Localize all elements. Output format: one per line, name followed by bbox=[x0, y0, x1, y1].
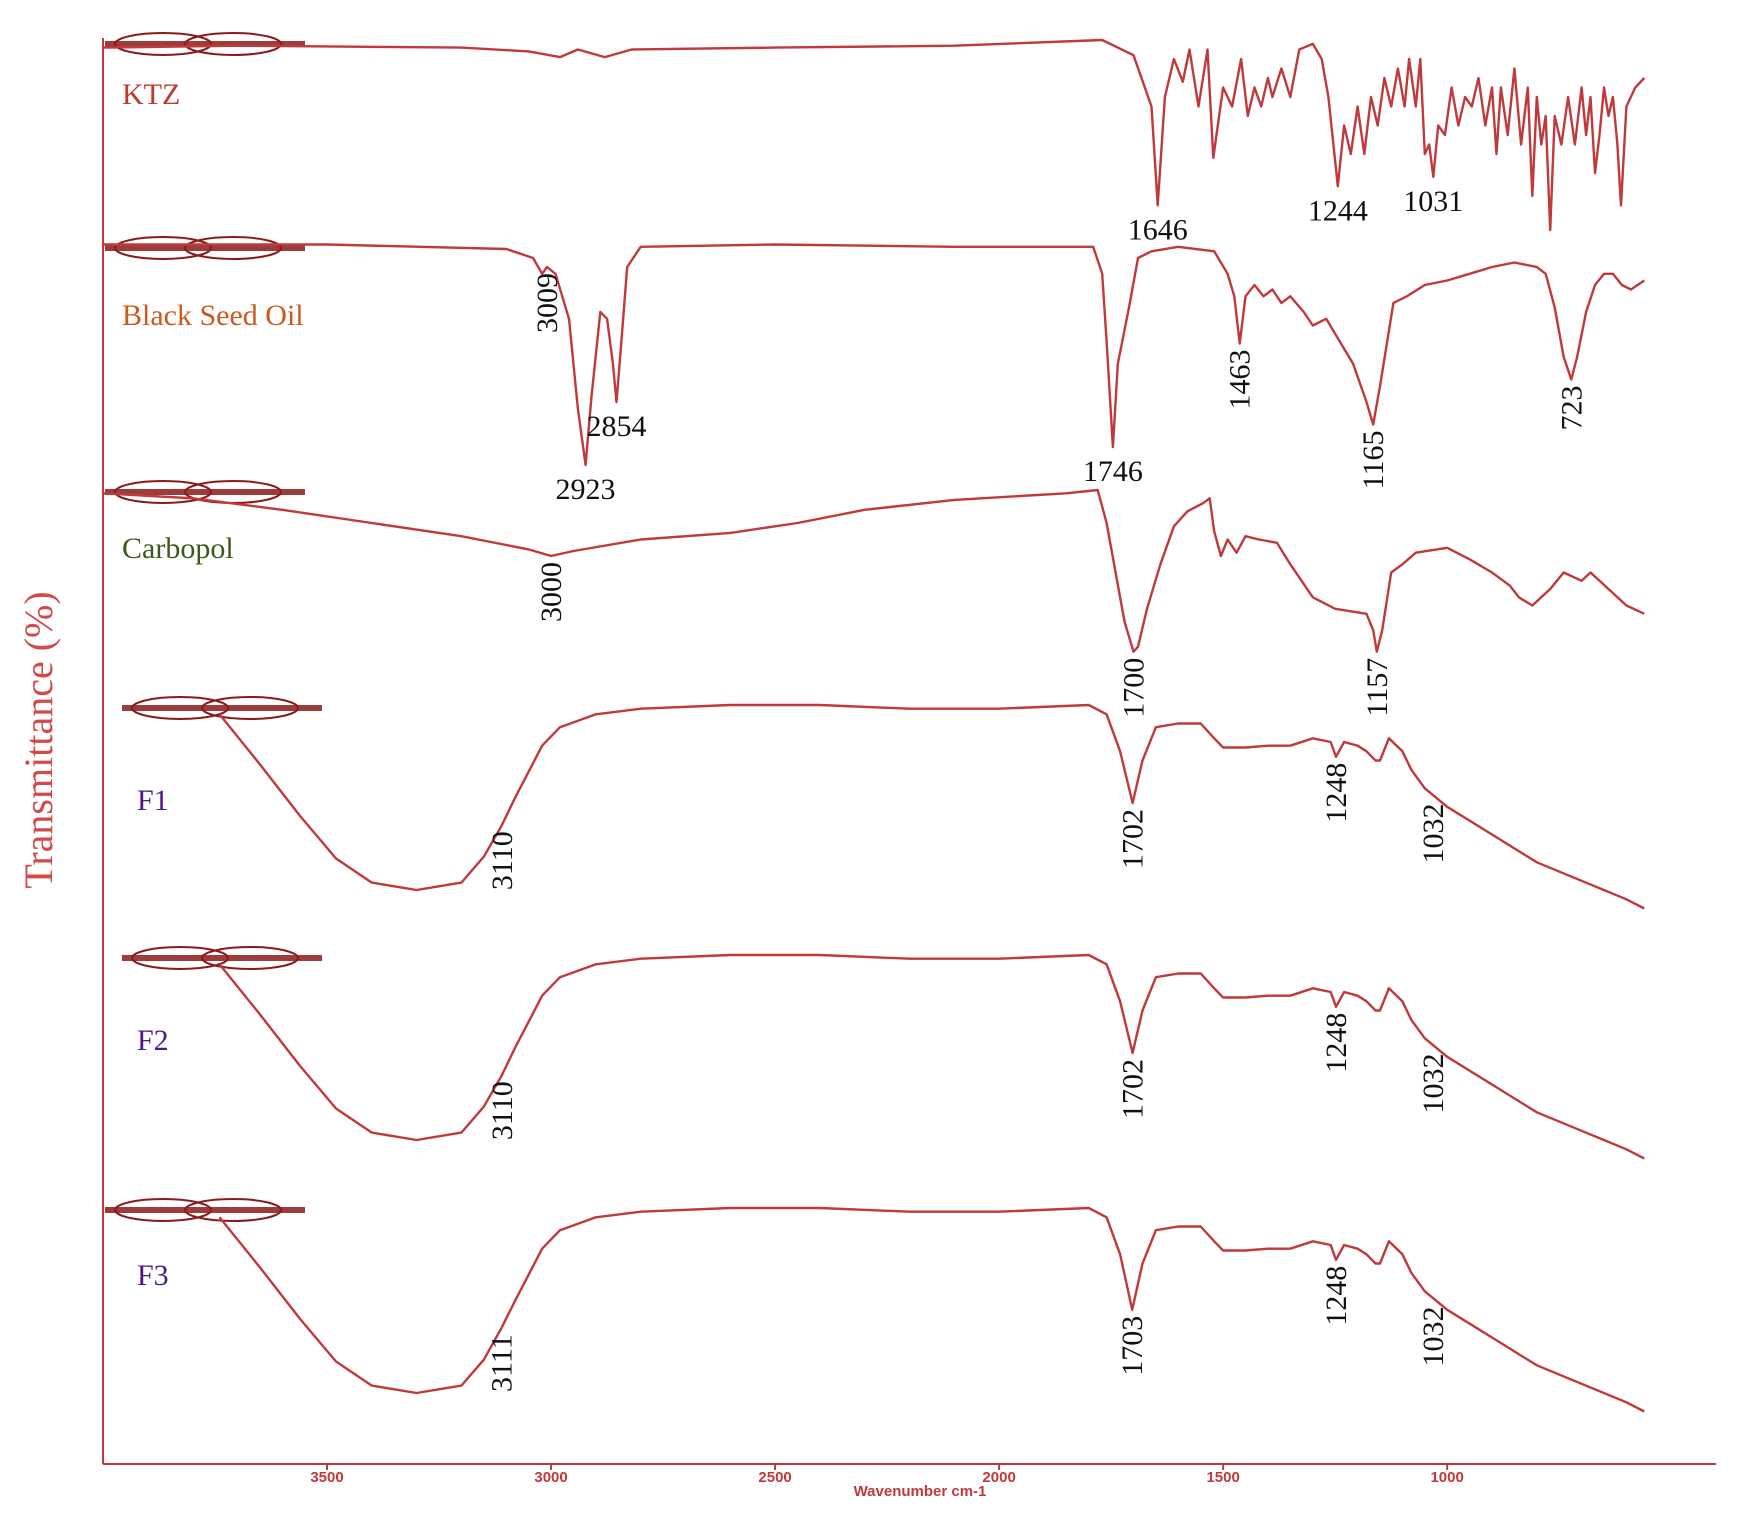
axes bbox=[102, 38, 1716, 1465]
peak-label: 723 bbox=[1555, 386, 1588, 431]
peak-label: 3111 bbox=[485, 1334, 518, 1392]
series-name-label: KTZ bbox=[122, 78, 180, 111]
peak-label: 1646 bbox=[1128, 213, 1188, 246]
peak-label: 1032 bbox=[1417, 1054, 1450, 1114]
bruker-logo-icon bbox=[105, 32, 305, 56]
series-group: KTZ 1646 1244 1031 Black Seed Oil 3009 2923 285… bbox=[102, 32, 1646, 1413]
y-axis-label: Transmittance (%) bbox=[16, 591, 61, 888]
x-tick-label: 2500 bbox=[758, 1469, 791, 1486]
series-name-label: Carbopol bbox=[122, 532, 234, 565]
x-axis-ticks: 3500 3000 2500 2000 1500 1000 bbox=[310, 1464, 1464, 1486]
series-line bbox=[102, 488, 1645, 653]
peak-label: 1700 bbox=[1118, 658, 1151, 718]
series-line bbox=[218, 1206, 1645, 1413]
series-name-label: Black Seed Oil bbox=[122, 299, 304, 332]
bruker-logo-icon bbox=[122, 696, 322, 720]
peak-label: 1463 bbox=[1224, 350, 1257, 410]
series-panel: KTZ 1646 1244 1031 bbox=[102, 32, 1646, 246]
series-line bbox=[218, 953, 1645, 1160]
series-panel: F1 3110 1702 1248 1032 bbox=[122, 696, 1645, 910]
peak-label: 1248 bbox=[1320, 763, 1353, 823]
peak-label: 1157 bbox=[1361, 658, 1394, 717]
peak-label: 1244 bbox=[1308, 194, 1368, 227]
peak-label: 2923 bbox=[556, 473, 616, 506]
series-name-label: F1 bbox=[137, 784, 169, 817]
peak-label: 1248 bbox=[1320, 1013, 1353, 1073]
peak-label: 1703 bbox=[1116, 1316, 1149, 1376]
peak-label: 1746 bbox=[1083, 455, 1143, 488]
bruker-logo-icon bbox=[105, 1198, 305, 1222]
series-line bbox=[102, 38, 1646, 232]
peak-label: 1031 bbox=[1403, 185, 1463, 218]
bruker-logo-icon bbox=[105, 236, 305, 260]
x-tick-label: 1000 bbox=[1430, 1469, 1463, 1486]
peak-label: 1702 bbox=[1117, 1059, 1150, 1119]
peak-label: 3000 bbox=[535, 562, 568, 622]
series-panel: F2 3110 1702 1248 1032 bbox=[122, 946, 1645, 1160]
bruker-logo-icon bbox=[122, 946, 322, 970]
x-axis-label: Wavenumber cm-1 bbox=[854, 1483, 987, 1500]
peak-label: 1702 bbox=[1117, 809, 1150, 869]
peak-label: 3110 bbox=[486, 831, 519, 890]
series-panel: F3 3111 1703 1248 1032 bbox=[105, 1198, 1645, 1413]
peak-label: 2854 bbox=[586, 410, 646, 443]
series-name-label: F3 bbox=[137, 1259, 169, 1292]
x-tick-label: 2000 bbox=[982, 1469, 1015, 1486]
series-line bbox=[218, 703, 1645, 910]
x-tick-label: 3500 bbox=[310, 1469, 343, 1486]
peak-label: 1248 bbox=[1320, 1266, 1353, 1326]
peak-label: 1032 bbox=[1417, 1307, 1450, 1367]
x-tick-label: 3000 bbox=[534, 1469, 567, 1486]
series-line bbox=[103, 243, 1645, 467]
peak-label: 1032 bbox=[1417, 804, 1450, 864]
series-name-label: F2 bbox=[137, 1024, 169, 1057]
series-panel: Carbopol 3000 1700 1157 bbox=[102, 480, 1645, 718]
peak-label: 1165 bbox=[1357, 431, 1390, 490]
peak-label: 3009 bbox=[531, 273, 564, 333]
peak-label: 3110 bbox=[486, 1081, 519, 1140]
x-tick-label: 1500 bbox=[1206, 1469, 1239, 1486]
series-panel: Black Seed Oil 3009 2923 2854 1746 1463 1165 72… bbox=[103, 236, 1645, 506]
